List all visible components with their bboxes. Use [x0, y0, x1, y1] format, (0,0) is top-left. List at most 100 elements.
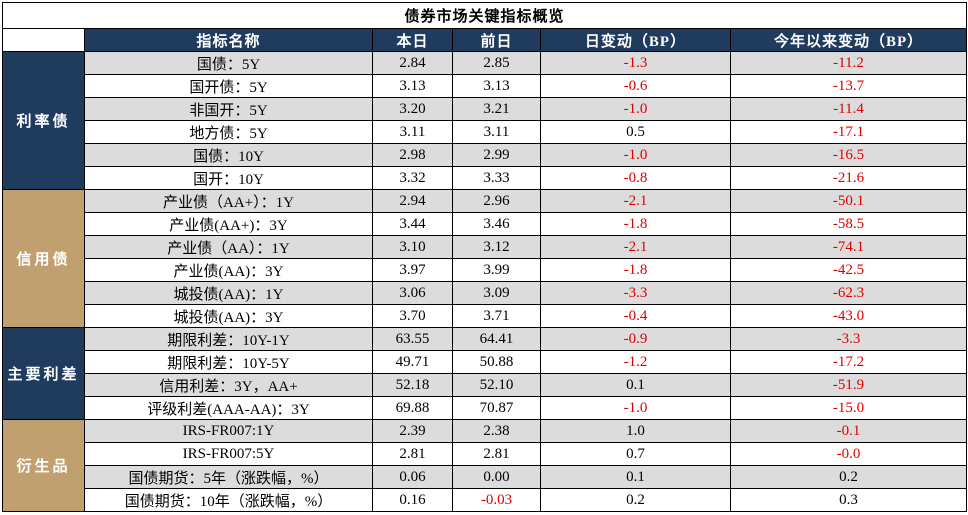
indicator-name-cell: 产业债（AA）：1Y: [84, 235, 373, 259]
today-value-cell: 2.39: [372, 419, 453, 443]
table-row: 国开：10Y 3.32 3.33 -0.8 -21.6: [3, 166, 968, 190]
indicator-name-cell: 非国开：5Y: [84, 97, 373, 121]
daily-change-cell: -0.6: [540, 74, 731, 98]
indicator-name-cell: IRS-FR007:1Y: [84, 419, 373, 443]
indicator-name-cell: 国债期货：5年（涨跌幅，%）: [84, 465, 373, 489]
daily-change-cell: -1.0: [540, 97, 731, 121]
previous-value-cell: 2.38: [452, 419, 541, 443]
indicator-name-cell: 地方债：5Y: [84, 120, 373, 144]
indicator-name-cell: 国开债：5Y: [84, 74, 373, 98]
daily-change-cell: -0.4: [540, 304, 731, 328]
ytd-change-cell: -17.1: [729, 120, 968, 144]
today-value-cell: 52.18: [372, 373, 453, 397]
today-value-cell: 0.16: [372, 488, 453, 512]
table-row: 城投债(AA)：1Y 3.06 3.09 -3.3 -62.3: [3, 281, 968, 305]
indicator-name-cell: IRS-FR007:5Y: [84, 442, 373, 466]
daily-change-cell: 0.1: [540, 373, 731, 397]
table-row: 国开债：5Y 3.13 3.13 -0.6 -13.7: [3, 74, 968, 98]
table-row: 期限利差：10Y-5Y 49.71 50.88 -1.2 -17.2: [3, 350, 968, 374]
table-row: 评级利差(AAA-AA)：3Y 69.88 70.87 -1.0 -15.0: [3, 396, 968, 420]
ytd-change-cell: -21.6: [729, 166, 968, 190]
previous-value-cell: 52.10: [452, 373, 541, 397]
table-row: 衍生品 IRS-FR007:1Y 2.39 2.38 1.0 -0.1: [2, 419, 968, 512]
today-value-cell: 3.32: [372, 166, 453, 190]
today-value-cell: 0.06: [372, 465, 453, 489]
daily-change-cell: -1.0: [540, 143, 731, 167]
daily-change-cell: -2.1: [540, 235, 731, 259]
header-previous-day: 前日: [452, 28, 541, 52]
table-row: 信用债 产业债（AA+）：1Y 2.94 2.96 -2.1 -50.1: [2, 189, 968, 328]
ytd-change-cell: -62.3: [729, 281, 968, 305]
previous-value-cell: 3.21: [452, 97, 541, 121]
daily-change-cell: -1.8: [540, 258, 731, 282]
ytd-change-cell: -50.1: [729, 189, 968, 213]
table-row: 主要利差 期限利差：10Y-1Y 63.55 64.41 -0.9 -3.3: [2, 327, 968, 420]
previous-value-cell: 0.00: [452, 465, 541, 489]
table-row: 产业债（AA）：1Y 3.10 3.12 -2.1 -74.1: [3, 235, 968, 259]
table-title: 债券市场关键指标概览: [1, 2, 968, 29]
ytd-change-cell: -0.0: [729, 442, 968, 466]
daily-change-cell: -0.9: [540, 327, 731, 351]
indicator-name-cell: 期限利差：10Y-5Y: [84, 350, 373, 374]
indicator-name-cell: 国开：10Y: [84, 166, 373, 190]
ytd-change-cell: -15.0: [729, 396, 968, 420]
today-value-cell: 69.88: [372, 396, 453, 420]
table-row: 利率债 国债：5Y 2.84 2.85 -1.3 -11.2: [2, 51, 968, 190]
ytd-change-cell: -13.7: [729, 74, 968, 98]
previous-value-cell: 3.71: [452, 304, 541, 328]
today-value-cell: 3.44: [372, 212, 453, 236]
daily-change-cell: -1.8: [540, 212, 731, 236]
today-value-cell: 2.98: [372, 143, 453, 167]
today-value-cell: 3.11: [372, 120, 453, 144]
previous-value-cell: 70.87: [452, 396, 541, 420]
daily-change-cell: -2.1: [540, 189, 731, 213]
ytd-change-cell: -51.9: [729, 373, 968, 397]
previous-value-cell: 2.96: [452, 189, 541, 213]
indicator-name-cell: 产业债(AA+)：3Y: [84, 212, 373, 236]
indicator-name-cell: 国债：5Y: [84, 51, 373, 75]
header-indicator-name: 指标名称: [84, 28, 373, 52]
ytd-change-cell: -11.2: [729, 51, 968, 75]
indicator-name-cell: 评级利差(AAA-AA)：3Y: [84, 396, 373, 420]
today-value-cell: 3.10: [372, 235, 453, 259]
table-row: 国债：10Y 2.98 2.99 -1.0 -16.5: [3, 143, 968, 167]
today-value-cell: 2.94: [372, 189, 453, 213]
table-row: 国债期货：10年（涨跌幅，%） 0.16 -0.03 0.2 0.3: [3, 488, 968, 512]
category-cell: 主要利差: [2, 327, 85, 420]
category-cell: 衍生品: [2, 419, 85, 512]
ytd-change-cell: 0.2: [729, 465, 968, 489]
daily-change-cell: 0.2: [540, 488, 731, 512]
previous-value-cell: 3.13: [452, 74, 541, 98]
table-row: 非国开：5Y 3.20 3.21 -1.0 -11.4: [3, 97, 968, 121]
table-row: 地方债：5Y 3.11 3.11 0.5 -17.1: [3, 120, 968, 144]
ytd-change-cell: -58.5: [729, 212, 968, 236]
previous-value-cell: 2.81: [452, 442, 541, 466]
today-value-cell: 63.55: [372, 327, 453, 351]
header-daily-change: 日变动（BP）: [540, 28, 731, 52]
previous-value-cell: 3.12: [452, 235, 541, 259]
daily-change-cell: 0.1: [540, 465, 731, 489]
daily-change-cell: 0.5: [540, 120, 731, 144]
header-ytd-change: 今年以来变动（BP）: [729, 28, 968, 52]
today-value-cell: 2.84: [372, 51, 453, 75]
ytd-change-cell: -16.5: [729, 143, 968, 167]
today-value-cell: 49.71: [372, 350, 453, 374]
today-value-cell: 3.70: [372, 304, 453, 328]
today-value-cell: 3.06: [372, 281, 453, 305]
table-row: IRS-FR007:5Y 2.81 2.81 0.7 -0.0: [3, 442, 968, 466]
table-body: 利率债 国债：5Y 2.84 2.85 -1.3 -11.2 国开债：5Y 3.13 3.13-…: [2, 51, 968, 512]
indicator-name-cell: 国债：10Y: [84, 143, 373, 167]
table-row: 国债期货：5年（涨跌幅，%） 0.06 0.00 0.1 0.2: [3, 465, 968, 489]
daily-change-cell: -1.2: [540, 350, 731, 374]
today-value-cell: 3.20: [372, 97, 453, 121]
daily-change-cell: -0.8: [540, 166, 731, 190]
ytd-change-cell: 0.3: [729, 488, 968, 512]
today-value-cell: 2.81: [372, 442, 453, 466]
indicator-name-cell: 期限利差：10Y-1Y: [84, 327, 373, 351]
header-today: 本日: [372, 28, 453, 52]
ytd-change-cell: -43.0: [729, 304, 968, 328]
table-row: 信用利差：3Y，AA+ 52.18 52.10 0.1 -51.9: [3, 373, 968, 397]
table-row: 城投债(AA)：3Y 3.70 3.71 -0.4 -43.0: [3, 304, 968, 328]
